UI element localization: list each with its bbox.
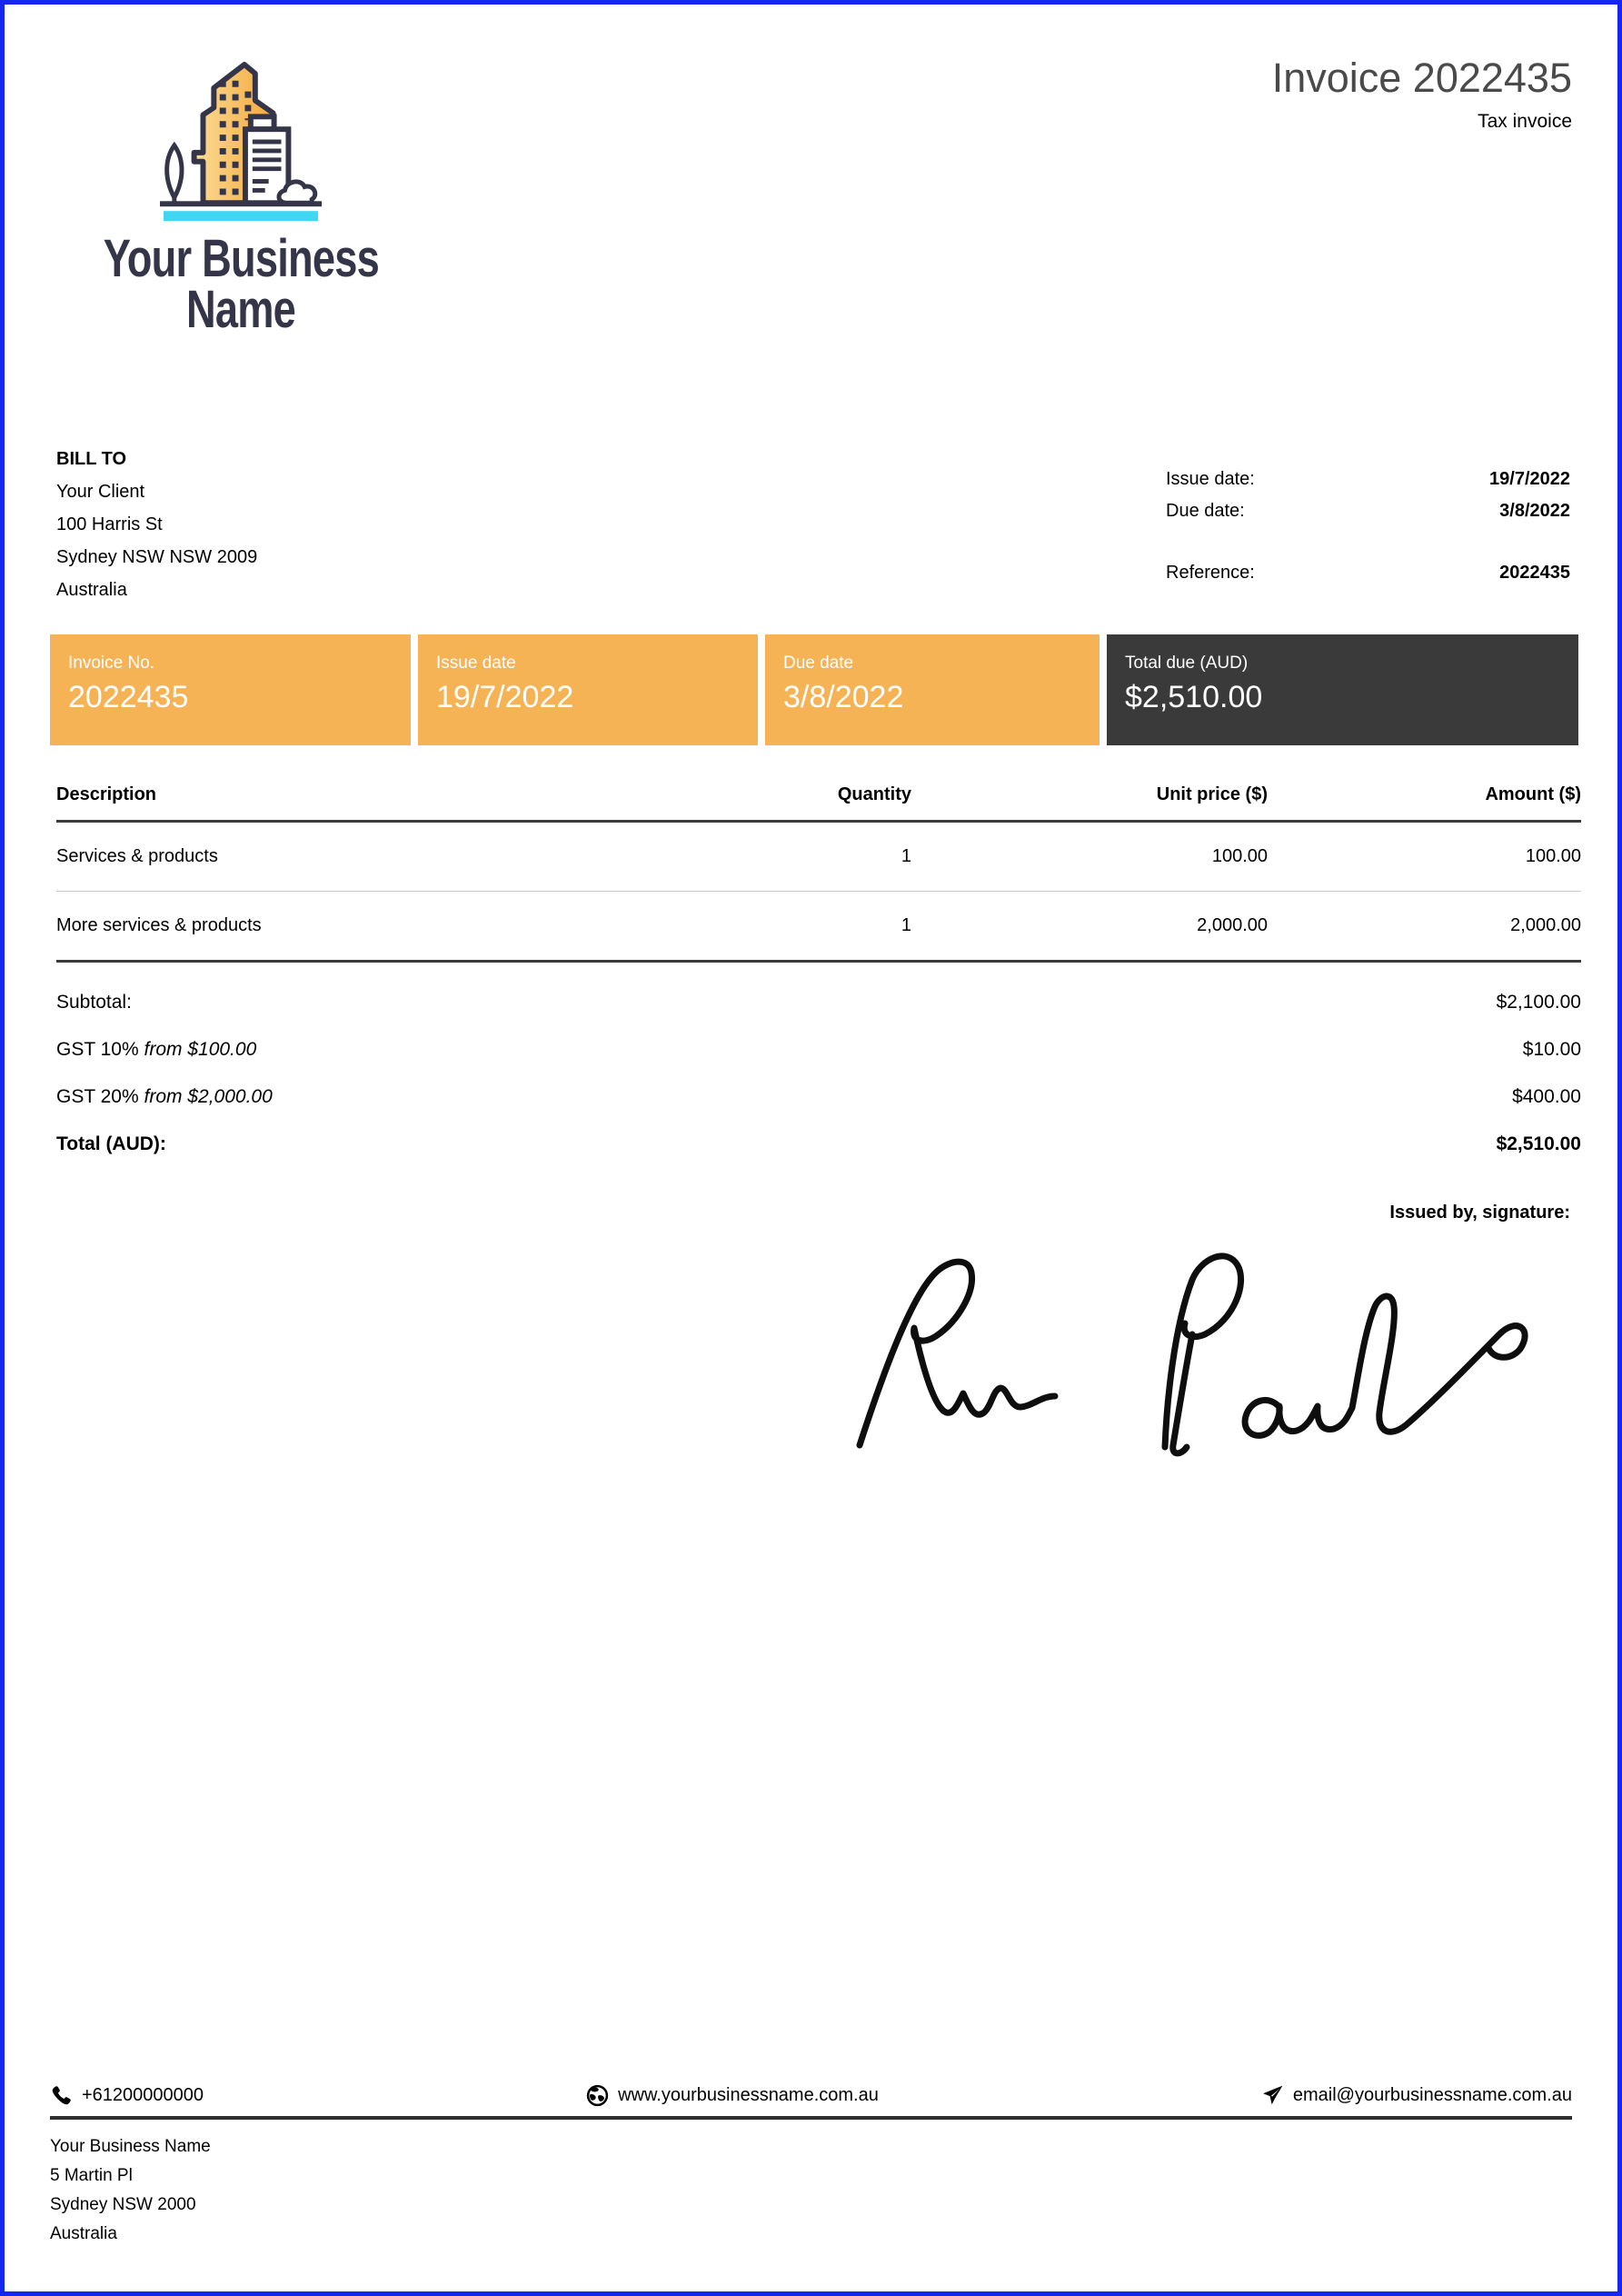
table-header-row: Description Quantity Unit price ($) Amou…: [56, 784, 1581, 823]
item-description: Services & products: [56, 846, 218, 866]
company-address: Your Business Name 5 Martin Pl Sydney NS…: [50, 2132, 1572, 2249]
footer-rule: [50, 2116, 1572, 2120]
footer-email[interactable]: email@yourbusinessname.com.au: [1261, 2084, 1572, 2107]
meta-row-issue-date: Issue date: 19/7/2022: [1166, 464, 1570, 495]
col-header-quantity: Quantity: [837, 784, 911, 804]
signature-image: [856, 1253, 1528, 1457]
table-row: More services & products 1 2,000.00 2,00…: [56, 892, 1581, 960]
totals-section: Subtotal: $2,100.00 GST 10% from $100.00…: [56, 979, 1581, 1168]
banner-total-due-label: Total due (AUD): [1125, 654, 1249, 673]
gst20-value: $400.00: [1512, 1086, 1581, 1107]
reference-value: 2022435: [1499, 563, 1570, 583]
company-country: Australia: [50, 2224, 117, 2243]
bill-to-city: Sydney NSW NSW 2009: [56, 547, 258, 567]
item-description: More services & products: [56, 915, 262, 935]
table-row: Services & products 1 100.00 100.00: [56, 823, 1581, 892]
item-quantity: 1: [901, 915, 911, 935]
bill-to-section: BILL TO Your Client 100 Harris St Sydney…: [56, 443, 257, 606]
company-street: 5 Martin Pl: [50, 2166, 133, 2185]
footer-website[interactable]: www.yourbusinessname.com.au: [586, 2084, 879, 2107]
banner-due-date-value: 3/8/2022: [783, 680, 904, 714]
subtotal-label: Subtotal:: [56, 992, 132, 1013]
summary-banner: Invoice No. 2022435 Issue date 19/7/2022…: [50, 634, 1581, 745]
bill-to-street: 100 Harris St: [56, 514, 163, 534]
meta-row-due-date: Due date: 3/8/2022: [1166, 495, 1570, 527]
col-header-amount: Amount ($): [1485, 784, 1581, 804]
issue-date-label: Issue date:: [1166, 469, 1255, 489]
col-header-description: Description: [56, 784, 157, 804]
footer: +61200000000 www.yourbusinessname.com.au…: [50, 2084, 1572, 2249]
items-table: Description Quantity Unit price ($) Amou…: [56, 784, 1581, 963]
banner-cell-total-due: Total due (AUD) $2,510.00: [1107, 634, 1578, 745]
item-unit-price: 2,000.00: [1197, 915, 1268, 935]
gst10-basis: from $100.00: [144, 1039, 257, 1060]
gst20-basis: from $2,000.00: [144, 1086, 273, 1107]
bill-to-client-name: Your Client: [56, 482, 145, 502]
meta-section: Issue date: 19/7/2022 Due date: 3/8/2022…: [1166, 464, 1570, 589]
item-amount: 100.00: [1525, 846, 1581, 866]
footer-website-url: www.yourbusinessname.com.au: [618, 2085, 879, 2105]
subtotal-value: $2,100.00: [1496, 992, 1581, 1013]
footer-phone[interactable]: +61200000000: [50, 2084, 204, 2107]
company-name: Your Business Name: [50, 2137, 211, 2156]
reference-label: Reference:: [1166, 563, 1255, 583]
logo-text: Your Business Name: [50, 229, 432, 339]
send-icon: [1262, 2085, 1283, 2105]
invoice-title: Invoice 2022435: [1271, 55, 1572, 101]
item-amount: 2,000.00: [1510, 915, 1581, 935]
totals-row-gst10: GST 10% from $100.00 $10.00: [56, 1026, 1581, 1073]
item-quantity: 1: [901, 846, 911, 866]
banner-issue-date-value: 19/7/2022: [436, 680, 574, 714]
banner-total-due-value: $2,510.00: [1125, 680, 1263, 714]
banner-invoice-no-label: Invoice No.: [68, 654, 155, 673]
footer-email-address: email@yourbusinessname.com.au: [1292, 2085, 1572, 2105]
signature-label: Issued by, signature:: [1389, 1203, 1570, 1223]
invoice-header: Invoice 2022435 Tax invoice: [1272, 55, 1572, 133]
banner-due-date-label: Due date: [783, 654, 854, 673]
table-bottom-rule: [56, 960, 1581, 963]
building-logo-icon: [160, 62, 322, 222]
banner-invoice-no-value: 2022435: [68, 680, 189, 714]
item-unit-price: 100.00: [1211, 846, 1268, 866]
banner-cell-invoice-no: Invoice No. 2022435: [50, 634, 411, 745]
company-city: Sydney NSW 2000: [50, 2195, 196, 2214]
bill-to-label: BILL TO: [56, 449, 127, 469]
footer-phone-number: +61200000000: [82, 2085, 204, 2105]
due-date-label: Due date:: [1166, 501, 1245, 521]
logo-text-line2: Name: [185, 280, 296, 339]
gst10-value: $10.00: [1522, 1039, 1581, 1060]
totals-row-subtotal: Subtotal: $2,100.00: [56, 979, 1581, 1026]
total-label: Total (AUD):: [56, 1133, 166, 1154]
footer-contacts: +61200000000 www.yourbusinessname.com.au…: [50, 2084, 1572, 2107]
gst20-label: GST 20%: [56, 1086, 139, 1107]
issue-date-value: 19/7/2022: [1489, 469, 1570, 489]
globe-icon: [586, 2084, 609, 2107]
total-value: $2,510.00: [1496, 1133, 1581, 1154]
meta-row-reference: Reference: 2022435: [1166, 557, 1570, 589]
logo-text-line1: Your Business: [103, 229, 379, 288]
bill-to-country: Australia: [56, 580, 127, 600]
phone-icon: [52, 2086, 71, 2105]
totals-row-gst20: GST 20% from $2,000.00 $400.00: [56, 1073, 1581, 1121]
totals-row-total: Total (AUD): $2,510.00: [56, 1121, 1581, 1168]
due-date-value: 3/8/2022: [1499, 501, 1570, 521]
banner-cell-due-date: Due date 3/8/2022: [765, 634, 1100, 745]
invoice-subtitle: Tax invoice: [1478, 111, 1572, 132]
col-header-unit-price: Unit price ($): [1156, 784, 1268, 804]
gst10-label: GST 10%: [56, 1039, 139, 1060]
company-logo: Your Business Name: [50, 61, 432, 339]
banner-cell-issue-date: Issue date 19/7/2022: [418, 634, 758, 745]
banner-issue-date-label: Issue date: [436, 654, 516, 673]
